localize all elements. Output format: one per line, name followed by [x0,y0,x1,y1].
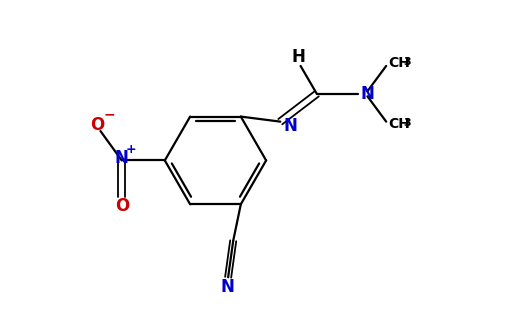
Text: N: N [361,85,375,103]
Text: 3: 3 [403,118,411,128]
Text: H: H [291,48,305,66]
Text: O: O [115,197,129,215]
Text: N: N [283,117,297,135]
Text: +: + [126,143,137,156]
Text: O: O [90,116,104,134]
Text: N: N [115,149,129,167]
Text: 3: 3 [403,58,411,67]
Text: −: − [104,108,115,122]
Text: CH: CH [388,56,410,70]
Text: N: N [220,278,234,296]
Text: CH: CH [388,117,410,131]
